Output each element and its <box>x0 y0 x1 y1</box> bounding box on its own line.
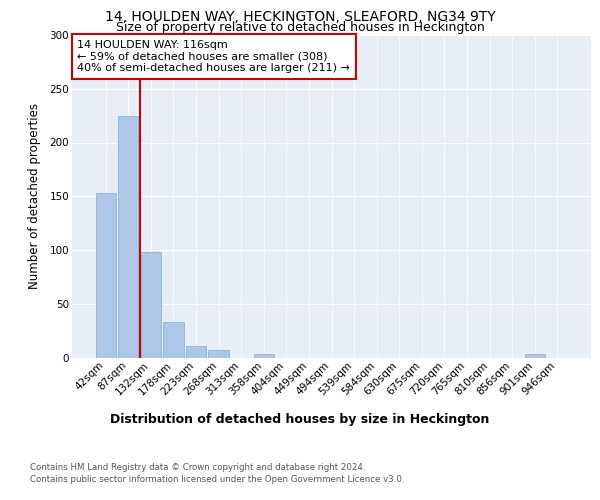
Y-axis label: Number of detached properties: Number of detached properties <box>28 104 41 289</box>
Bar <box>118 116 139 358</box>
Text: Contains public sector information licensed under the Open Government Licence v3: Contains public sector information licen… <box>30 475 404 484</box>
Bar <box>95 193 116 358</box>
Bar <box>254 354 274 358</box>
Text: 14, HOULDEN WAY, HECKINGTON, SLEAFORD, NG34 9TY: 14, HOULDEN WAY, HECKINGTON, SLEAFORD, N… <box>104 10 496 24</box>
Bar <box>208 350 229 358</box>
Bar <box>163 322 184 358</box>
Text: Distribution of detached houses by size in Heckington: Distribution of detached houses by size … <box>110 412 490 426</box>
Text: Size of property relative to detached houses in Heckington: Size of property relative to detached ho… <box>116 22 484 35</box>
Bar <box>186 346 206 358</box>
Bar <box>524 354 545 358</box>
Text: Contains HM Land Registry data © Crown copyright and database right 2024.: Contains HM Land Registry data © Crown c… <box>30 462 365 471</box>
Text: 14 HOULDEN WAY: 116sqm
← 59% of detached houses are smaller (308)
40% of semi-de: 14 HOULDEN WAY: 116sqm ← 59% of detached… <box>77 40 350 73</box>
Bar <box>141 252 161 358</box>
